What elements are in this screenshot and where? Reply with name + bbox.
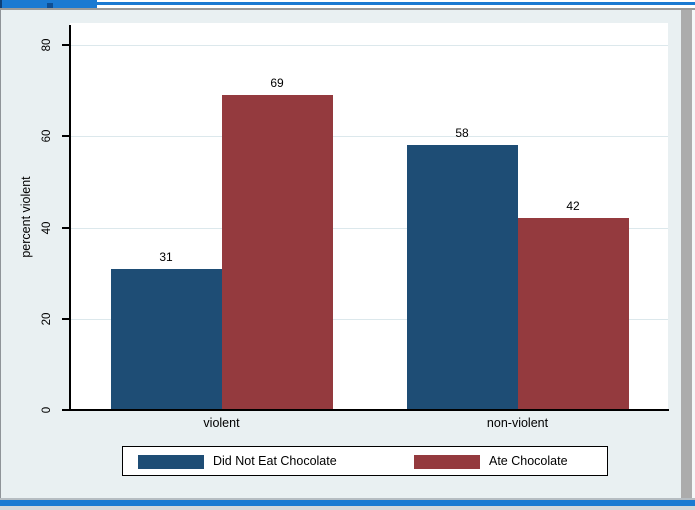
bar-violent-chocolate xyxy=(221,95,333,410)
legend-label-no-chocolate: Did Not Eat Chocolate xyxy=(213,454,337,468)
category-label-non-violent: non-violent xyxy=(486,416,549,430)
y-tick-label-40: 40 xyxy=(41,221,53,234)
window-right-edge xyxy=(692,10,695,498)
bar-violent-no-chocolate xyxy=(110,268,222,410)
gridline-20 xyxy=(70,318,668,320)
legend-box: Did Not Eat Chocolate Ate Chocolate xyxy=(122,446,608,476)
bar-non-violent-no-chocolate xyxy=(406,145,518,410)
x-axis-line xyxy=(69,409,669,411)
window-bottom-edge xyxy=(0,506,695,510)
legend-swatch-chocolate xyxy=(414,455,480,469)
bar-value-label: 58 xyxy=(455,126,469,141)
y-axis-line xyxy=(69,25,71,411)
y-tick-label-80: 80 xyxy=(41,38,53,52)
pane-bottom-border xyxy=(0,498,695,500)
y-tick-20 xyxy=(62,317,70,320)
window-bottom-accent xyxy=(0,500,695,506)
y-tick-40 xyxy=(62,226,70,229)
y-tick-0 xyxy=(62,409,70,411)
pane-top-border xyxy=(0,8,695,10)
bar-value-label: 42 xyxy=(566,199,580,214)
tab-edge-mark xyxy=(0,0,2,8)
graph-tab[interactable] xyxy=(0,0,97,8)
window-right-frame xyxy=(681,10,692,498)
window-top-accent xyxy=(0,2,695,5)
y-tick-label-0: 0 xyxy=(41,406,53,414)
bar-non-violent-chocolate xyxy=(517,218,629,410)
gridline-80 xyxy=(70,45,668,46)
y-tick-label-60: 60 xyxy=(41,129,53,143)
window-left-border xyxy=(0,10,1,498)
bar-value-label: 31 xyxy=(159,249,173,264)
y-tick-80 xyxy=(62,44,70,46)
y-tick-60 xyxy=(62,135,70,138)
gridline-60 xyxy=(70,136,668,138)
category-label-violent: violent xyxy=(203,416,240,430)
bar-value-label: 69 xyxy=(270,76,284,91)
tab-text-fragment xyxy=(47,3,53,8)
legend-swatch-no-chocolate xyxy=(138,455,204,469)
gridline-40 xyxy=(70,227,668,229)
legend-label-chocolate: Ate Chocolate xyxy=(489,454,568,468)
y-axis-title: percent violent xyxy=(19,176,33,258)
y-tick-label-20: 20 xyxy=(41,312,53,326)
